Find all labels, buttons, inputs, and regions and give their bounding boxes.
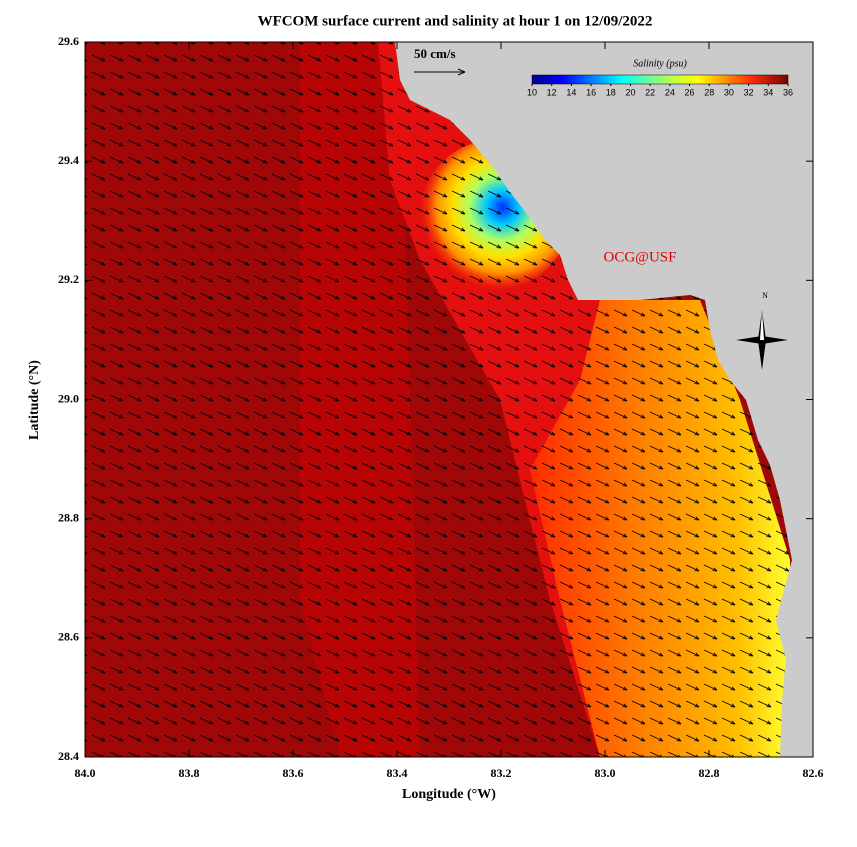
scale-label: 50 cm/s: [414, 46, 456, 61]
y-tick-label: 29.2: [58, 272, 79, 286]
colorbar-tick-label: 16: [586, 87, 596, 97]
colorbar-tick-label: 26: [685, 87, 695, 97]
colorbar-tick-label: 18: [606, 87, 616, 97]
colorbar-tick-label: 30: [724, 87, 734, 97]
colorbar-tick-label: 10: [527, 87, 537, 97]
x-tick-label: 83.8: [179, 766, 200, 780]
y-tick-label: 29.0: [58, 391, 79, 405]
land: [395, 42, 813, 757]
x-tick-label: 82.8: [699, 766, 720, 780]
credit: OCG@USF: [603, 249, 676, 265]
x-tick-label: 83.4: [387, 766, 408, 780]
colorbar-tick-label: 14: [566, 87, 576, 97]
x-tick-label: 83.0: [595, 766, 616, 780]
y-tick-label: 28.4: [58, 749, 79, 763]
colorbar-tick-label: 24: [665, 87, 675, 97]
colorbar-tick-label: 22: [645, 87, 655, 97]
compass-rose: [736, 310, 788, 370]
x-axis-label: Longitude (°W): [402, 787, 496, 802]
colorbar-tick-label: 12: [547, 87, 557, 97]
colorbar-tick-label: 34: [763, 87, 773, 97]
colorbar-tick-label: 36: [783, 87, 793, 97]
x-tick-label: 83.6: [283, 766, 304, 780]
colorbar-tick-label: 28: [704, 87, 714, 97]
compass-label: N: [762, 291, 768, 300]
x-tick-label: 82.6: [803, 766, 824, 780]
y-tick-label: 28.8: [58, 510, 79, 524]
scale-arrow: [414, 68, 466, 76]
axes: 84.0 83.8 83.6 83.4 83.2 83.0 82.8 82.6 28.4 28.6…: [58, 34, 824, 780]
x-tick-label: 84.0: [75, 766, 96, 780]
colorbar: [531, 74, 789, 85]
map-field: [85, 42, 813, 757]
colorbar-label: Salinity (psu): [633, 58, 687, 69]
colorbar-tick-label: 20: [625, 87, 635, 97]
colorbar-tick-label: 32: [744, 87, 754, 97]
y-axis-label: Latitude (°N): [27, 360, 42, 440]
title: WFCOM surface current and salinity at ho…: [258, 13, 653, 29]
y-tick-label: 29.6: [58, 34, 79, 48]
x-tick-label: 83.2: [491, 766, 512, 780]
y-tick-label: 29.4: [58, 153, 79, 167]
y-tick-label: 28.6: [58, 630, 79, 644]
